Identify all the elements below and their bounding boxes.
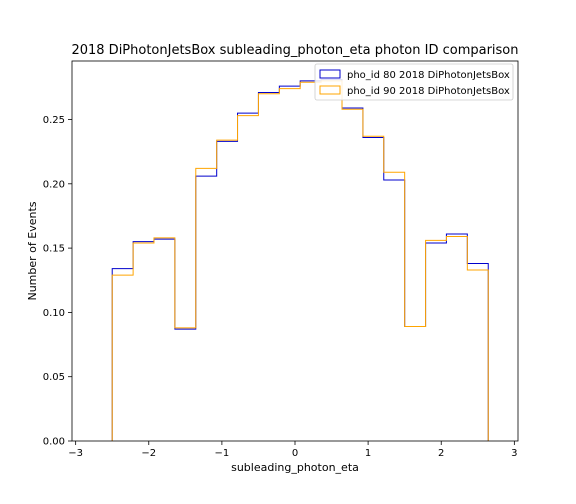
chart-title: 2018 DiPhotonJetsBox subleading_photon_e… (71, 43, 518, 58)
axes-frame (71, 60, 519, 442)
legend-label-series-1: pho_id 80 2018 DiPhotonJetsBox (347, 70, 510, 81)
y-tick-label: 0.10 (43, 308, 65, 319)
y-axis-label: Number of Events (26, 201, 39, 300)
x-tick-label: 3 (511, 448, 517, 459)
legend-label-series-2: pho_id 90 2018 DiPhotonJetsBox (347, 86, 510, 97)
y-tick-label: 0.25 (43, 115, 65, 126)
series-layer (111, 79, 489, 441)
x-tick-label: −1 (215, 448, 230, 459)
x-tick-label: −2 (141, 448, 156, 459)
x-tick-label: −3 (68, 448, 83, 459)
x-tick-label: 0 (292, 448, 298, 459)
x-tick-label: 2 (438, 448, 444, 459)
y-tick-label: 0.00 (43, 437, 65, 448)
legend-swatch-series-2 (319, 85, 341, 95)
y-tick-label: 0.15 (43, 244, 65, 255)
legend-swatch-series-1 (319, 69, 341, 79)
legend-box (314, 63, 514, 101)
y-tick-label: 0.20 (43, 179, 65, 190)
y-axis-ticks: 0.00 0.05 0.10 0.15 0.20 0.25 (43, 115, 72, 448)
plot-area: −3 −2 −1 0 1 2 3 0.00 0.05 0.10 0.15 0.20 0.25 (43, 60, 519, 459)
legend: pho_id 80 2018 DiPhotonJetsBox pho_id 90… (314, 63, 514, 101)
y-tick-label: 0.05 (43, 372, 65, 383)
series-2-step-line (111, 80, 489, 441)
series-1-step-line (111, 79, 489, 441)
x-axis-label: subleading_photon_eta (231, 461, 359, 474)
x-tick-label: 1 (365, 448, 371, 459)
x-axis-ticks: −3 −2 −1 0 1 2 3 (68, 441, 518, 459)
